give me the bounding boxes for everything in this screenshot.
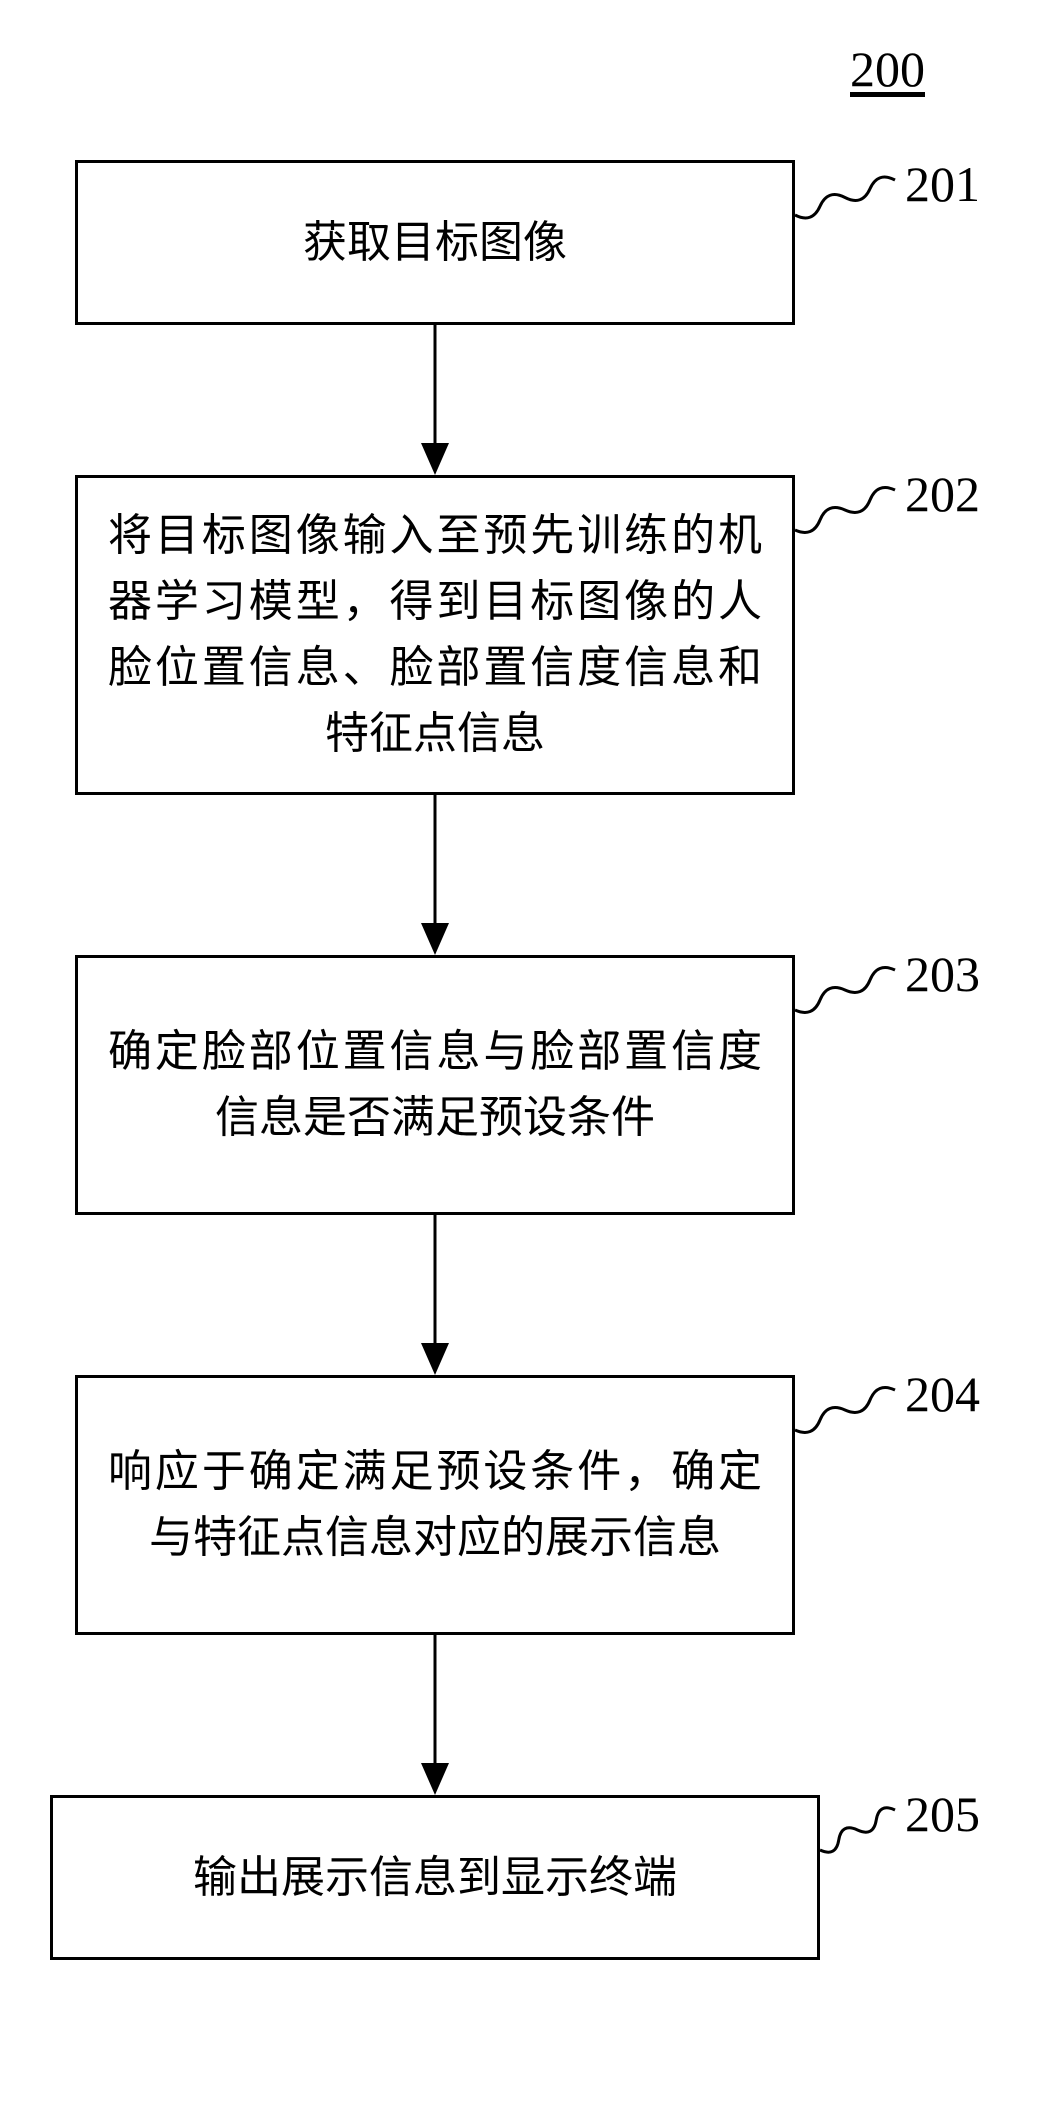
flow-node-text: 获取目标图像 xyxy=(78,210,792,276)
flow-node-n5: 输出展示信息到显示终端 xyxy=(50,1795,820,1960)
flow-node-text: 将目标图像输入至预先训练的机器学习模型，得到目标图像的人脸位置信息、脸部置信度信… xyxy=(78,503,792,767)
flow-node-text: 确定脸部位置信息与脸部置信度信息是否满足预设条件 xyxy=(78,1019,792,1151)
flow-node-n4: 响应于确定满足预设条件，确定与特征点信息对应的展示信息 xyxy=(75,1375,795,1635)
step-label-204: 204 xyxy=(905,1365,980,1423)
flow-node-n2: 将目标图像输入至预先训练的机器学习模型，得到目标图像的人脸位置信息、脸部置信度信… xyxy=(75,475,795,795)
step-label-203: 203 xyxy=(905,945,980,1003)
step-label-202: 202 xyxy=(905,465,980,523)
figure-number: 200 xyxy=(850,40,925,98)
flow-node-n1: 获取目标图像 xyxy=(75,160,795,325)
flow-node-n3: 确定脸部位置信息与脸部置信度信息是否满足预设条件 xyxy=(75,955,795,1215)
step-label-205: 205 xyxy=(905,1785,980,1843)
step-label-201: 201 xyxy=(905,155,980,213)
flowchart-canvas: 200 获取目标图像 201 将目标图像输入至预先训练的机器学习模型，得到目标图像的… xyxy=(0,0,1044,2109)
flow-node-text: 响应于确定满足预设条件，确定与特征点信息对应的展示信息 xyxy=(78,1439,792,1571)
flow-node-text: 输出展示信息到显示终端 xyxy=(53,1845,817,1911)
